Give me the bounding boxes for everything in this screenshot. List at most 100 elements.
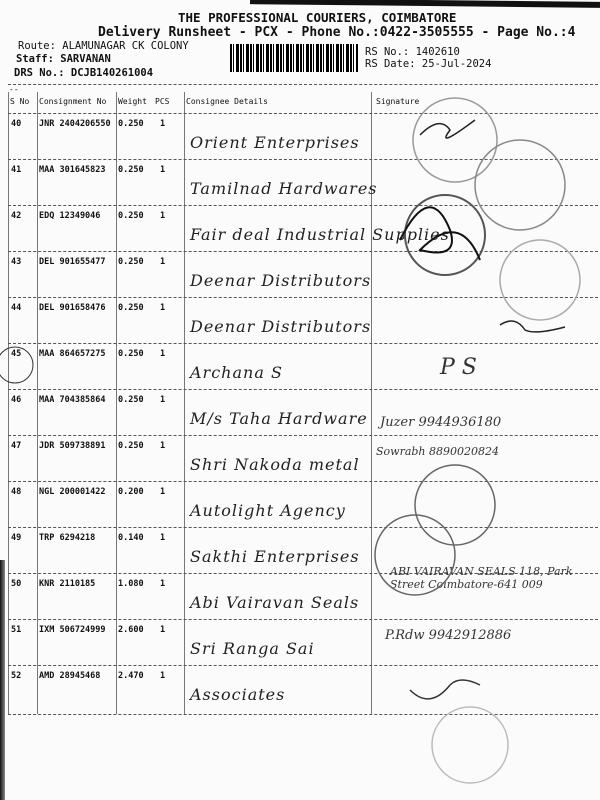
weight-cell: 2.470 xyxy=(118,671,144,681)
table-bottom xyxy=(8,714,598,715)
col-weight: Weight xyxy=(118,97,147,106)
stamp xyxy=(404,194,486,276)
row-divider xyxy=(8,481,598,482)
sno-cell: 47 xyxy=(11,441,22,451)
sno-cell: 44 xyxy=(11,303,22,313)
consignee-handwritten: Associates xyxy=(190,685,286,704)
consignee-handwritten: Sri Ranga Sai xyxy=(190,639,315,658)
sno-cell: 50 xyxy=(11,579,22,589)
row-divider xyxy=(8,527,598,528)
signature: Juzer 9944936180 xyxy=(380,415,502,430)
col-consignment: Consignment No xyxy=(39,97,107,106)
rs-number: RS No.: 1402610 xyxy=(365,46,460,58)
signature-scribble xyxy=(499,320,566,333)
consignee-handwritten: Deenar Distributors xyxy=(190,317,372,336)
weight-cell: 0.140 xyxy=(118,533,144,543)
consignee-handwritten: Tamilnad Hardwares xyxy=(190,179,378,198)
weight-cell: 0.250 xyxy=(118,349,144,359)
stamp xyxy=(412,97,498,183)
consignment-cell: DEL 901655477 xyxy=(39,257,106,267)
row-divider xyxy=(8,435,598,436)
column-line xyxy=(371,92,372,714)
consignment-cell: IXM 506724999 xyxy=(39,625,106,635)
row-divider xyxy=(8,389,598,390)
sno-cell: 40 xyxy=(11,119,22,129)
row-divider xyxy=(8,251,598,252)
row-divider xyxy=(8,665,598,666)
row-divider xyxy=(8,159,598,160)
pcs-cell: 1 xyxy=(160,165,166,175)
rs-date: RS Date: 25-Jul-2024 xyxy=(365,58,492,70)
pcs-cell: 1 xyxy=(160,211,166,221)
consignment-cell: DEL 901658476 xyxy=(39,303,106,313)
col-signature: Signature xyxy=(376,97,420,106)
drs-number: DRS No.: DCJB140261004 xyxy=(14,67,154,79)
signature: ABI VAIRAVAN SEALS 118, Park Street Coim… xyxy=(390,565,573,591)
signature-scribble xyxy=(409,679,481,700)
column-line xyxy=(184,92,185,714)
pcs-cell: 1 xyxy=(160,625,166,635)
weight-cell: 0.250 xyxy=(118,165,144,175)
consignment-cell: MAA 704385864 xyxy=(39,395,106,405)
sno-cell: 45 xyxy=(11,349,22,359)
sno-cell: 41 xyxy=(11,165,22,175)
pcs-cell: 1 xyxy=(160,303,166,313)
staff: Staff: SARVANAN xyxy=(16,53,111,65)
consignee-handwritten: Shri Nakoda metal xyxy=(190,455,360,474)
weight-cell: 0.250 xyxy=(118,119,144,129)
pcs-cell: 1 xyxy=(160,395,166,405)
divider: -- xyxy=(9,85,19,94)
route: Route: ALAMUNAGAR CK COLONY xyxy=(18,40,189,52)
signature: Sowrabh 8890020824 xyxy=(376,445,499,458)
row-divider xyxy=(8,619,598,620)
pcs-cell: 1 xyxy=(160,441,166,451)
column-line xyxy=(37,92,38,714)
weight-cell: 0.250 xyxy=(118,257,144,267)
sno-cell: 43 xyxy=(11,257,22,267)
weight-cell: 1.080 xyxy=(118,579,144,589)
consignment-cell: NGL 200001422 xyxy=(39,487,106,497)
sno-cell: 46 xyxy=(11,395,22,405)
row-divider xyxy=(8,205,598,206)
pcs-cell: 1 xyxy=(160,257,166,267)
runsheet-subtitle: Delivery Runsheet - PCX - Phone No.:0422… xyxy=(98,25,576,40)
consignment-cell: TRP 6294218 xyxy=(39,533,96,543)
consignment-cell: MAA 301645823 xyxy=(39,165,106,175)
barcode xyxy=(230,44,358,72)
divider xyxy=(8,84,598,85)
stamp xyxy=(474,139,566,231)
stamp xyxy=(431,706,509,784)
consignee-handwritten: M/s Taha Hardware xyxy=(190,409,368,428)
col-sno: S No xyxy=(10,97,30,106)
signature-scribble xyxy=(399,206,481,261)
weight-cell: 0.250 xyxy=(118,441,144,451)
annotation-circle xyxy=(0,346,34,384)
consignment-cell: JDR 509738891 xyxy=(39,441,106,451)
consignee-handwritten: Sakthi Enterprises xyxy=(190,547,360,566)
row-divider xyxy=(8,343,598,344)
pcs-cell: 1 xyxy=(160,579,166,589)
weight-cell: 0.250 xyxy=(118,303,144,313)
sno-cell: 49 xyxy=(11,533,22,543)
stamp xyxy=(414,464,496,546)
weight-cell: 0.250 xyxy=(118,211,144,221)
row-divider xyxy=(8,113,598,114)
weight-cell: 0.200 xyxy=(118,487,144,497)
company-title: THE PROFESSIONAL COURIERS, COIMBATORE xyxy=(178,10,457,25)
signature-scribble xyxy=(419,119,476,139)
pcs-cell: 1 xyxy=(160,487,166,497)
pcs-cell: 1 xyxy=(160,119,166,129)
signature: P.Rdw 9942912886 xyxy=(385,628,512,643)
column-line xyxy=(116,92,117,714)
weight-cell: 0.250 xyxy=(118,395,144,405)
signature: P S xyxy=(440,355,477,380)
sno-cell: 48 xyxy=(11,487,22,497)
consignment-cell: KNR 2110185 xyxy=(39,579,96,589)
stamp xyxy=(374,514,456,596)
row-divider xyxy=(8,573,598,574)
consignment-cell: AMD 28945468 xyxy=(39,671,101,681)
col-pcs: PCS xyxy=(155,97,170,106)
consignee-handwritten: Deenar Distributors xyxy=(190,271,372,290)
stamp xyxy=(499,239,581,321)
